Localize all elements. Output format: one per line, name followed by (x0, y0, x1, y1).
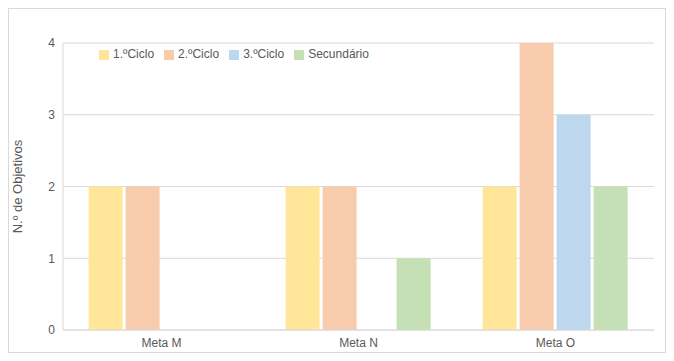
svg-text:1: 1 (48, 252, 55, 266)
html-text:2.ºCiclo: 2.ºCiclo (178, 47, 220, 61)
html-text:3.ºCiclo: 3.ºCiclo (243, 47, 285, 61)
svg-text:3: 3 (48, 108, 55, 122)
svg-text:0: 0 (48, 323, 55, 337)
svg-text:Meta O: Meta O (536, 336, 575, 350)
svg-text:Meta N: Meta N (339, 336, 378, 350)
svg-text:4: 4 (48, 36, 55, 50)
svg-text:Meta M: Meta M (141, 336, 181, 350)
html-text:1.ºCiclo: 1.ºCiclo (113, 47, 155, 61)
html-text:Secundário: Secundário (308, 47, 369, 61)
svg-text:2: 2 (48, 180, 55, 194)
svg-text:N.º de Objetivos: N.º de Objetivos (10, 139, 25, 233)
